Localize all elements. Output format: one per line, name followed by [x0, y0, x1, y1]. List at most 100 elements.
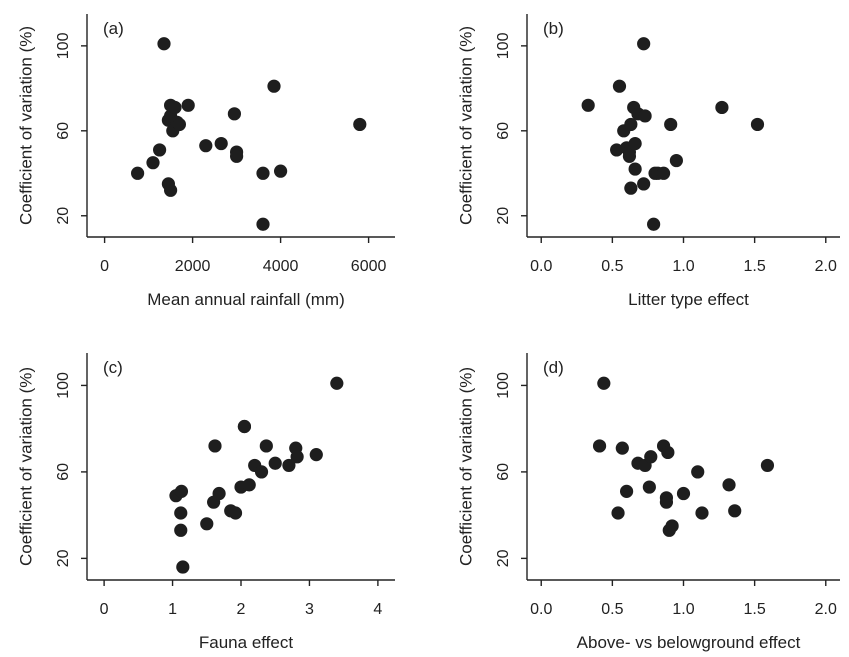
- data-point: [669, 153, 683, 168]
- data-point: [157, 37, 171, 51]
- panel-label: (a): [103, 19, 124, 38]
- data-point: [624, 181, 638, 195]
- data-point: [267, 79, 281, 93]
- data-point: [664, 117, 678, 132]
- data-point: [610, 143, 624, 157]
- y-tick-label: 100: [55, 32, 72, 59]
- data-point: [172, 117, 186, 132]
- x-axis-label: Fauna effect: [199, 633, 293, 652]
- data-point: [656, 166, 671, 180]
- panel-label: (c): [103, 358, 123, 377]
- data-point: [659, 495, 674, 509]
- y-tick-label: 60: [495, 122, 512, 140]
- data-point: [637, 37, 651, 51]
- data-point: [760, 458, 775, 473]
- y-tick-label: 60: [55, 463, 72, 481]
- x-tick-label: 4000: [263, 258, 299, 275]
- x-axis-label: Mean annual rainfall (mm): [147, 290, 344, 309]
- data-point: [153, 143, 167, 157]
- x-axis-label: Above- vs belowground effect: [577, 633, 801, 652]
- y-tick-label: 20: [55, 549, 72, 567]
- data-point: [146, 156, 160, 170]
- data-point: [200, 517, 214, 531]
- data-point: [637, 177, 651, 191]
- x-tick-label: 0.5: [601, 601, 623, 618]
- data-point: [665, 519, 679, 533]
- data-point: [615, 441, 629, 455]
- data-point: [256, 217, 270, 231]
- x-tick-label: 6000: [351, 258, 387, 275]
- data-point: [592, 439, 607, 453]
- data-point: [274, 164, 288, 178]
- data-point: [628, 136, 642, 151]
- data-point: [581, 98, 595, 112]
- data-point: [597, 376, 611, 390]
- data-point: [638, 109, 652, 123]
- data-point: [750, 117, 765, 132]
- x-tick-label: 2: [237, 601, 246, 618]
- x-tick-label: 3: [305, 601, 314, 618]
- x-tick-label: 2.0: [815, 601, 837, 618]
- data-point: [176, 560, 190, 574]
- y-tick-label: 20: [495, 207, 512, 225]
- data-point: [628, 162, 642, 176]
- y-tick-label: 60: [495, 463, 512, 481]
- data-point: [174, 506, 188, 520]
- y-tick-label: 60: [55, 122, 72, 140]
- data-point: [174, 484, 189, 498]
- data-point: [647, 217, 661, 231]
- x-tick-label: 2000: [175, 258, 211, 275]
- data-point: [691, 465, 705, 479]
- data-point: [164, 183, 178, 197]
- data-point: [309, 448, 323, 462]
- data-point: [722, 478, 736, 492]
- data-point: [174, 523, 188, 537]
- panel-label: (b): [543, 19, 564, 38]
- data-point: [619, 484, 634, 498]
- data-point: [242, 478, 256, 492]
- x-tick-label: 0.0: [530, 258, 552, 275]
- data-point: [612, 79, 627, 93]
- data-point: [624, 117, 638, 132]
- x-tick-label: 1.0: [672, 258, 694, 275]
- panel-3: 0 1 2 3 4 20 60 100 Fauna effect Coefficient of v…: [16, 353, 395, 652]
- data-point: [228, 506, 243, 520]
- data-point: [214, 136, 228, 151]
- y-axis-label: Coefficient of variation (%): [456, 26, 475, 225]
- x-tick-label: 0.5: [601, 258, 623, 275]
- data-point: [131, 166, 145, 180]
- data-point: [642, 480, 656, 494]
- y-tick-label: 100: [55, 372, 72, 399]
- x-tick-label: 1.5: [744, 601, 766, 618]
- data-point: [282, 458, 296, 473]
- x-tick-label: 1.0: [672, 601, 694, 618]
- data-point: [695, 506, 709, 520]
- panel-4: 0.0 0.5 1.0 1.5 2.0 20 60 100 Above- vs belowgro…: [456, 353, 840, 652]
- x-tick-label: 0: [100, 601, 109, 618]
- data-point: [254, 465, 269, 479]
- data-point: [290, 450, 304, 464]
- data-point: [611, 506, 625, 520]
- data-point: [676, 486, 691, 501]
- x-tick-label: 4: [373, 601, 382, 618]
- x-tick-label: 2.0: [815, 258, 837, 275]
- x-tick-label: 0.0: [530, 601, 552, 618]
- x-tick-label: 1: [168, 601, 177, 618]
- x-tick-label: 0: [100, 258, 109, 275]
- data-point: [353, 117, 367, 132]
- data-point: [622, 149, 637, 163]
- data-point: [256, 166, 270, 180]
- data-point: [259, 439, 273, 453]
- data-point: [728, 504, 742, 518]
- data-point: [227, 107, 241, 121]
- panel-2: 0.0 0.5 1.0 1.5 2.0 20 60 100 Litter type effect…: [456, 14, 840, 309]
- data-point: [237, 419, 252, 434]
- data-point: [661, 445, 675, 460]
- data-point: [268, 456, 282, 470]
- data-point: [181, 98, 195, 112]
- data-point: [230, 149, 244, 163]
- y-axis-label: Coefficient of variation (%): [16, 367, 35, 566]
- panel-label: (d): [543, 358, 564, 377]
